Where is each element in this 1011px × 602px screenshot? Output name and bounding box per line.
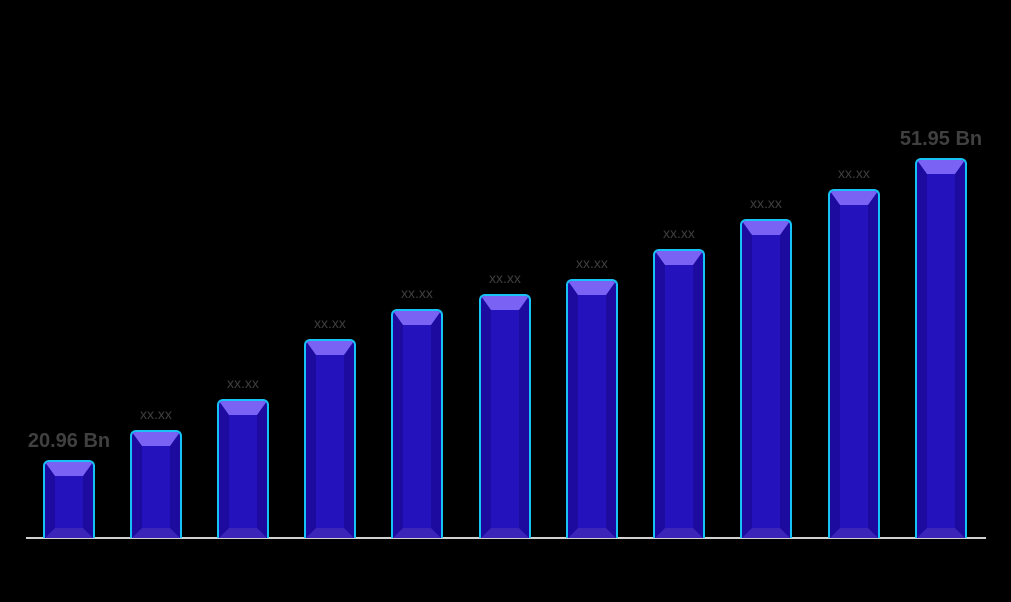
data-label: xx.xx: [663, 225, 695, 241]
bar-top-shape: [45, 462, 93, 476]
bar-bottom-shape: [393, 528, 441, 538]
bar-2: [130, 430, 182, 538]
bar-face-shape: [316, 355, 344, 528]
bar-top-shape: [219, 401, 267, 415]
bar-bottom-shape: [132, 528, 180, 538]
bar-bottom-shape: [219, 528, 267, 538]
bar-6: [479, 294, 531, 538]
bar-face-shape: [752, 235, 780, 528]
bar-face-shape: [491, 310, 519, 528]
bar-bottom-shape: [481, 528, 529, 538]
bar-11: [915, 158, 967, 538]
data-label: xx.xx: [576, 255, 608, 271]
data-label: xx.xx: [401, 285, 433, 301]
data-label: xx.xx: [838, 165, 870, 181]
bar-top-shape: [568, 281, 616, 295]
bar-top-shape: [393, 311, 441, 325]
bar-bottom-shape: [306, 528, 354, 538]
bar-face-shape: [665, 265, 693, 528]
bar-top-shape: [655, 251, 703, 265]
data-label: xx.xx: [750, 195, 782, 211]
data-label: xx.xx: [489, 270, 521, 286]
bar-top-shape: [481, 296, 529, 310]
bar-face-shape: [229, 415, 257, 528]
x-axis-line: [26, 537, 986, 539]
bar-top-shape: [742, 221, 790, 235]
bar-face-shape: [840, 205, 868, 528]
bar-bottom-shape: [917, 528, 965, 538]
bar-face-shape: [55, 476, 83, 528]
bar-bottom-shape: [742, 528, 790, 538]
data-label: xx.xx: [140, 406, 172, 422]
bar-bottom-shape: [830, 528, 878, 538]
bar-face-shape: [142, 446, 170, 528]
bar-top-shape: [830, 191, 878, 205]
bar-top-shape: [132, 432, 180, 446]
bar-7: [566, 279, 618, 538]
bar-8: [653, 249, 705, 538]
data-label: xx.xx: [227, 375, 259, 391]
bar-face-shape: [403, 325, 431, 528]
bar-4: [304, 339, 356, 538]
bar-top-shape: [306, 341, 354, 355]
bar-top-shape: [917, 160, 965, 174]
bar-bottom-shape: [568, 528, 616, 538]
bar-face-shape: [927, 174, 955, 528]
data-label: 20.96 Bn: [27, 430, 111, 452]
data-label: xx.xx: [314, 315, 346, 331]
bar-10: [828, 189, 880, 538]
bar-1: [43, 460, 95, 538]
bar-bottom-shape: [45, 528, 93, 538]
bar-face-shape: [578, 295, 606, 528]
bar-9: [740, 219, 792, 538]
bar-3: [217, 399, 269, 538]
data-label: 51.95 Bn: [899, 128, 983, 150]
bar-bottom-shape: [655, 528, 703, 538]
bar-5: [391, 309, 443, 538]
